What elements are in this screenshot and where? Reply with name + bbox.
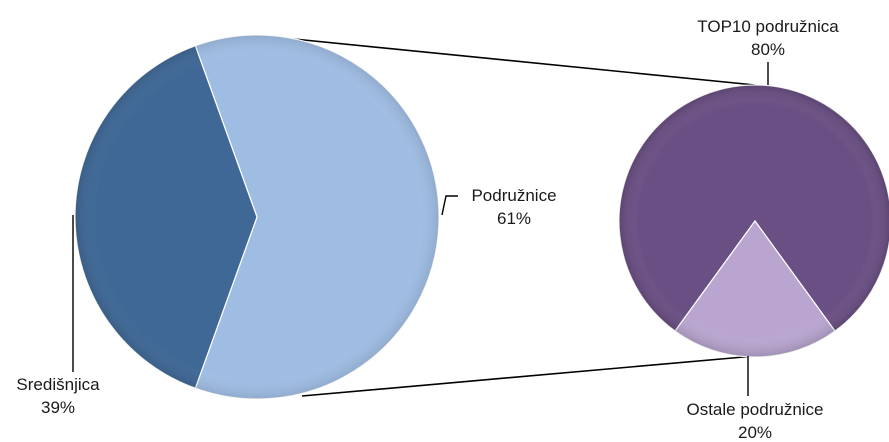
main-pie: [74, 34, 440, 400]
slice-label-sredisnjica: Središnjica 39%: [2, 373, 114, 419]
slice-label-name: Podružnice: [471, 186, 557, 205]
pie-shading: [619, 85, 889, 357]
slice-label-podruznice: Podružnice 61%: [455, 184, 573, 230]
slice-label-ostale: Ostale podružnice 20%: [660, 398, 850, 442]
secondary-pie: [618, 84, 889, 358]
pie-shading: [75, 35, 439, 399]
connector-line-top: [273, 36, 756, 86]
connector-lines: [273, 36, 756, 397]
connector-line-bottom: [301, 355, 756, 397]
slice-label-name: Središnjica: [16, 375, 100, 394]
slice-label-name: TOP10 podružnica: [697, 17, 839, 36]
slice-label-value: 20%: [737, 423, 773, 442]
slice-label-name: Ostale podružnice: [686, 400, 824, 419]
leader-line-podruznice: [441, 195, 458, 216]
slice-label-top10: TOP10 podružnica 80%: [668, 15, 868, 61]
slice-label-value: 61%: [496, 209, 532, 228]
leader-lines: [72, 62, 769, 396]
slice-label-value: 80%: [750, 40, 786, 59]
slice-label-value: 39%: [40, 398, 76, 417]
